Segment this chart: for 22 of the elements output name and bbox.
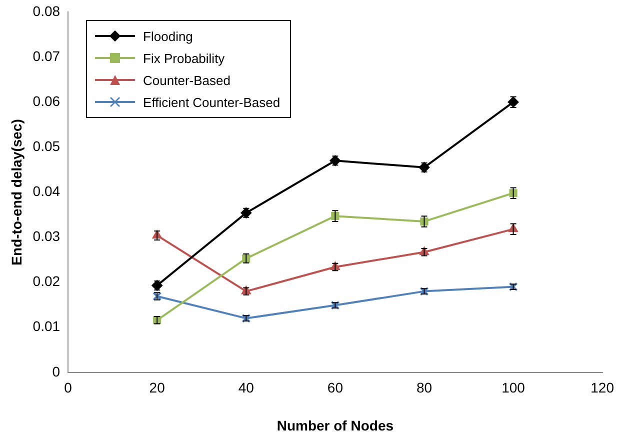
x-tick-label: 120 [590, 380, 614, 396]
y-tick-label: 0.06 [32, 92, 60, 109]
legend-label: Efficient Counter-Based [143, 94, 280, 110]
y-axis-title: End-to-end delay(sec) [8, 119, 24, 266]
legend-label: Fix Probability [143, 50, 225, 66]
x-tick-label: 0 [64, 380, 72, 396]
y-tick-label: 0.02 [32, 273, 60, 290]
y-tick-label: 0.08 [32, 2, 60, 19]
x-tick-label: 80 [416, 380, 432, 396]
y-tick-label: 0.03 [32, 228, 60, 244]
legend-label: Flooding [143, 28, 193, 44]
x-tick-label: 100 [502, 380, 526, 396]
legend-label: Counter-Based [143, 72, 230, 88]
y-tick-label: 0 [52, 363, 60, 380]
y-tick-label: 0.07 [32, 48, 60, 64]
y-tick-label: 0.04 [32, 183, 60, 200]
y-tick-label: 0.01 [32, 318, 60, 334]
x-tick-label: 20 [149, 380, 166, 396]
x-axis-title: Number of Nodes [276, 417, 394, 434]
x-tick-label: 40 [238, 380, 254, 396]
x-tick-label: 60 [327, 380, 344, 396]
y-tick-label: 0.05 [32, 138, 60, 154]
